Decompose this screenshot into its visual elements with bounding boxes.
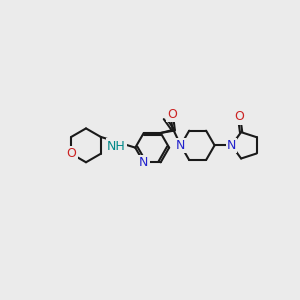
Text: O: O bbox=[66, 147, 76, 160]
Text: N: N bbox=[139, 156, 148, 169]
Text: N: N bbox=[227, 139, 236, 152]
Text: O: O bbox=[167, 108, 177, 121]
Text: O: O bbox=[235, 110, 244, 123]
Text: NH: NH bbox=[107, 140, 126, 153]
Text: N: N bbox=[176, 139, 185, 152]
